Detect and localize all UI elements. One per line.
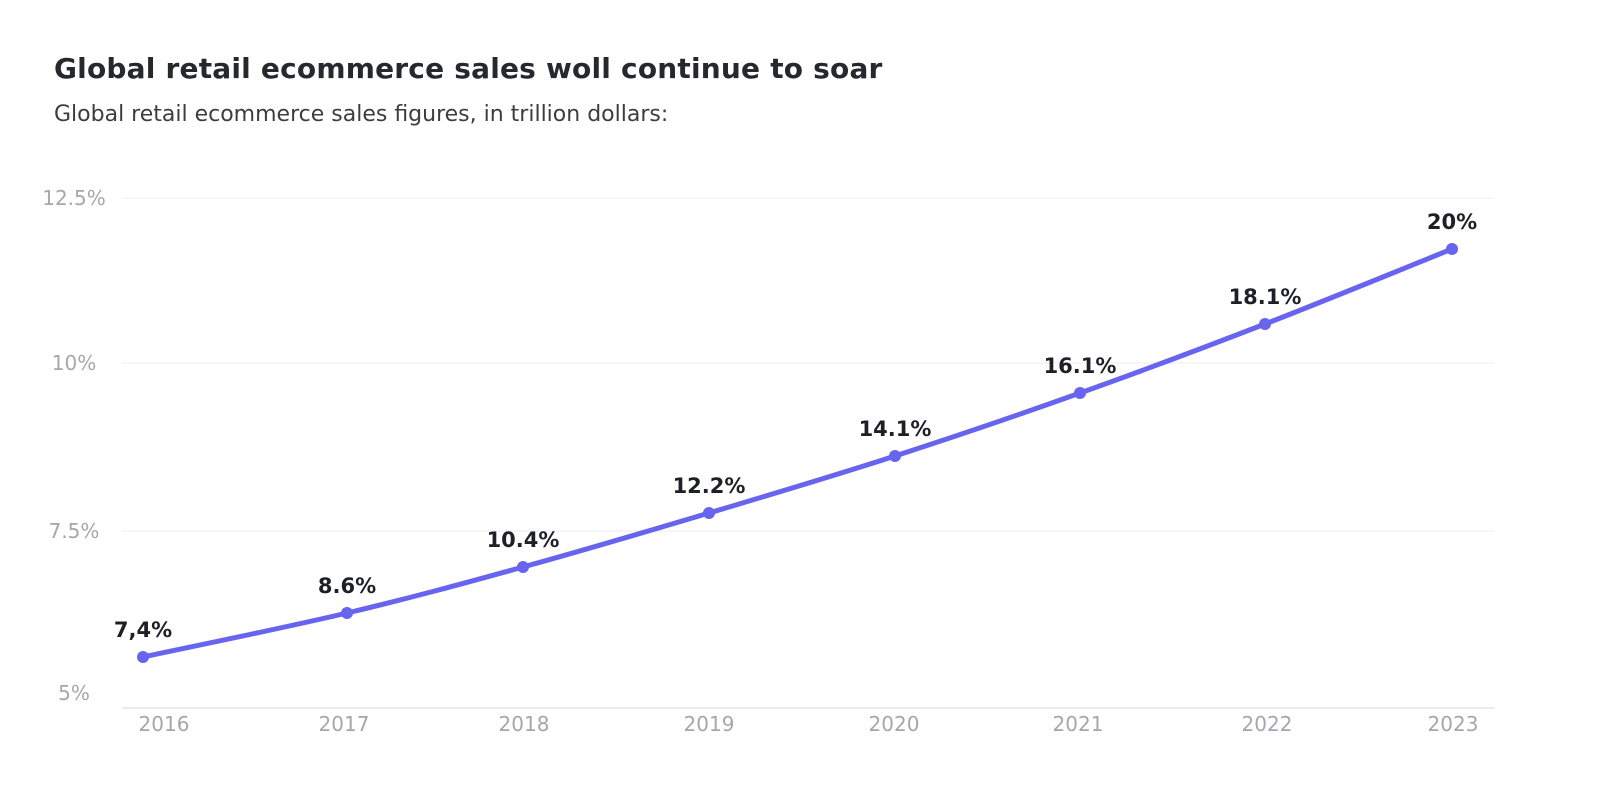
y-axis-tick-12.5%: 12.5% [42, 186, 106, 210]
data-point-label-2022: 18.1% [1228, 285, 1302, 309]
data-point-2019 [703, 507, 715, 519]
data-point-label-2019: 12.2% [672, 474, 746, 498]
x-axis-tick-2022: 2022 [1241, 712, 1293, 736]
data-point-label-2016: 7,4% [113, 618, 173, 642]
chart-title: Global retail ecommerce sales woll conti… [54, 52, 883, 85]
data-point-label-2021: 16.1% [1043, 354, 1117, 378]
data-point-2016 [137, 651, 149, 663]
data-point-label-2023: 20% [1426, 210, 1478, 234]
x-axis-tick-2019: 2019 [683, 712, 735, 736]
data-point-2017 [341, 607, 353, 619]
chart-subtitle: Global retail ecommerce sales figures, i… [54, 102, 669, 127]
y-axis-tick-5%: 5% [58, 681, 90, 705]
data-point-label-2020: 14.1% [858, 417, 932, 441]
data-point-label-2018: 10.4% [486, 528, 560, 552]
data-point-2020 [889, 450, 901, 462]
data-point-2021 [1074, 387, 1086, 399]
data-point-2023 [1446, 243, 1458, 255]
y-axis-tick-10%: 10% [51, 351, 97, 375]
data-point-label-2017: 8.6% [317, 574, 377, 598]
y-axis-tick-7.5%: 7.5% [48, 519, 100, 543]
data-point-2018 [517, 561, 529, 573]
series-line [140, 246, 1455, 660]
x-axis-tick-2018: 2018 [498, 712, 550, 736]
data-point-2022 [1259, 318, 1271, 330]
x-axis-tick-2023: 2023 [1427, 712, 1479, 736]
x-axis-tick-2021: 2021 [1052, 712, 1104, 736]
x-axis-tick-2020: 2020 [868, 712, 920, 736]
x-axis-tick-2017: 2017 [318, 712, 370, 736]
x-axis-tick-2016: 2016 [138, 712, 190, 736]
